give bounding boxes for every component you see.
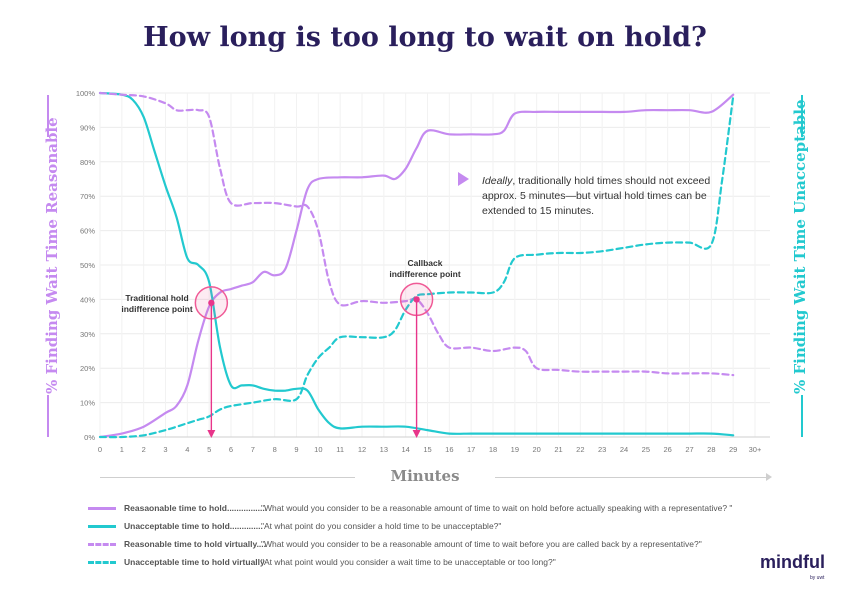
x-tick-label: 16 (445, 445, 453, 454)
x-tick-label: 24 (620, 445, 628, 454)
y-tick-label: 50% (80, 261, 95, 270)
legend-name: Unacceptable time to hold.............. (124, 521, 263, 531)
right-axis-decoration-top (801, 95, 803, 137)
x-tick-label: 22 (576, 445, 584, 454)
x-tick-label: 11 (336, 445, 344, 454)
x-tick-label: 19 (511, 445, 519, 454)
y-tick-label: 30% (80, 330, 95, 339)
legend-item: Reasonable time to hold virtually.... "W… (88, 535, 788, 553)
left-axis-decoration (47, 395, 49, 437)
indifference-dot (208, 299, 215, 307)
x-tick-label: 1 (120, 445, 124, 454)
x-tick-label: 14 (401, 445, 409, 454)
x-tick-label: 2 (142, 445, 146, 454)
legend-swatch (88, 525, 116, 528)
x-tick-label: 18 (489, 445, 497, 454)
x-axis-title: Minutes (390, 467, 460, 485)
x-tick-label: 27 (685, 445, 693, 454)
x-axis-rule-left (100, 477, 355, 478)
traditional-label-line2: indifference point (121, 304, 193, 314)
x-tick-label: 9 (294, 445, 298, 454)
y-tick-label: 60% (80, 227, 95, 236)
x-tick-label: 26 (663, 445, 671, 454)
legend-swatch (88, 561, 116, 564)
traditional-indifference-label: Traditional hold indifference point (112, 293, 202, 315)
y-tick-label: 0% (84, 433, 95, 442)
x-tick-label: 5 (207, 445, 211, 454)
x-axis-rule-right (495, 477, 770, 478)
legend-item: Unacceptable time to hold.............. … (88, 517, 788, 535)
x-tick-label: 23 (598, 445, 606, 454)
x-tick-label: 7 (251, 445, 255, 454)
callback-label-line1: Callback (407, 258, 443, 268)
callout-emphasis: Ideally (482, 175, 513, 187)
legend-name: Reasonable time to hold virtually.... (124, 539, 267, 549)
series-line-0 (98, 93, 735, 439)
y-tick-label: 10% (80, 399, 95, 408)
callout-text: , traditionally hold times should not ex… (482, 175, 711, 217)
y-tick-label: 70% (80, 192, 95, 201)
legend-item: Unacceptable time to hold virtually "At … (88, 553, 788, 571)
x-tick-label: 12 (358, 445, 366, 454)
callback-label-line2: indifference point (389, 269, 461, 279)
x-tick-label: 20 (532, 445, 540, 454)
legend-item: Reasaonable time to hold................… (88, 499, 788, 517)
logo-subtext: by uwt (810, 575, 825, 581)
legend-question: "What would you consider to be a reasona… (261, 539, 702, 549)
series-line-1 (98, 91, 735, 437)
callout-note: Ideally, traditionally hold times should… (482, 174, 712, 219)
y-tick-label: 80% (80, 158, 95, 167)
x-tick-label: 29 (729, 445, 737, 454)
x-tick-label: 4 (185, 445, 189, 454)
y-tick-label: 20% (80, 364, 95, 373)
x-tick-label: 8 (273, 445, 277, 454)
y-tick-label: 100% (76, 89, 96, 98)
x-tick-label: 17 (467, 445, 475, 454)
traditional-label-line1: Traditional hold (125, 293, 189, 303)
arrow-down-icon (207, 430, 216, 438)
x-tick-label: 30+ (749, 445, 762, 454)
x-tick-label: 0 (98, 445, 102, 454)
mindful-logo: mindful (760, 552, 825, 572)
legend: Reasaonable time to hold................… (88, 499, 788, 571)
legend-question: "At what point do you consider a hold ti… (261, 521, 502, 531)
x-tick-label: 15 (423, 445, 431, 454)
series-line-2 (98, 91, 735, 377)
indifference-dot (413, 296, 420, 303)
legend-question: "What would you consider to be a reasona… (261, 503, 733, 513)
x-tick-label: 21 (554, 445, 562, 454)
arrow-down-icon (412, 430, 421, 438)
x-tick-label: 6 (229, 445, 233, 454)
play-triangle-icon (458, 172, 469, 186)
x-tick-label: 13 (380, 445, 388, 454)
y-tick-label: 40% (80, 295, 95, 304)
line-chart: 0%10%20%30%40%50%60%70%80%90%100%0 1 2 3 4 5 6… (76, 89, 770, 454)
legend-swatch (88, 507, 116, 510)
page-title: How long is too long to wait on hold? (143, 22, 707, 53)
x-tick-label: 10 (314, 445, 322, 454)
legend-swatch (88, 543, 116, 546)
legend-name: Reasaonable time to hold................… (124, 503, 268, 513)
y-tick-label: 90% (80, 123, 95, 132)
x-tick-label: 25 (642, 445, 650, 454)
left-axis-decoration-top (47, 95, 49, 137)
x-tick-label: 28 (707, 445, 715, 454)
x-axis-arrow-icon (766, 473, 772, 481)
x-tick-label: 3 (163, 445, 167, 454)
right-axis-decoration (801, 395, 803, 437)
callback-indifference-label: Callback indifference point (380, 258, 470, 280)
legend-name: Unacceptable time to hold virtually (124, 557, 265, 567)
legend-question: "At what point would you consider a wait… (261, 557, 556, 567)
